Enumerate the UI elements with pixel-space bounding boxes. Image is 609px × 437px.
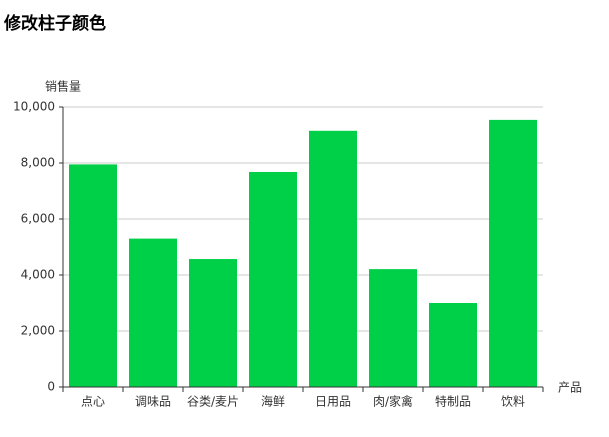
x-axis-label: 产品 [558, 381, 582, 395]
x-tick-label: 肉/家禽 [373, 394, 413, 409]
y-tick-label: 6,000 [21, 212, 55, 226]
x-tick-label: 日用品 [315, 395, 351, 409]
bar [189, 259, 237, 387]
bar [429, 303, 477, 387]
bar [69, 164, 117, 387]
chart-title: 修改柱子颜色 [3, 13, 106, 34]
bar [129, 238, 177, 387]
x-tick-label: 调味品 [135, 395, 171, 409]
x-tick-label: 特制品 [435, 394, 471, 409]
bar [489, 119, 537, 387]
x-tick-label: 海鲜 [261, 394, 285, 409]
y-tick-label: 4,000 [21, 268, 55, 282]
x-tick-label: 谷类/麦片 [187, 395, 239, 409]
bar [309, 130, 357, 388]
y-tick-label: 8,000 [21, 156, 55, 170]
bar [249, 171, 297, 387]
y-tick-label: 10,000 [13, 100, 55, 114]
x-tick-label: 点心 [81, 395, 105, 409]
y-tick-label: 2,000 [21, 324, 55, 338]
bar [369, 269, 417, 387]
y-tick-label: 0 [47, 380, 55, 394]
y-axis-label: 销售量 [45, 79, 81, 94]
x-tick-label: 饮料 [501, 395, 525, 409]
